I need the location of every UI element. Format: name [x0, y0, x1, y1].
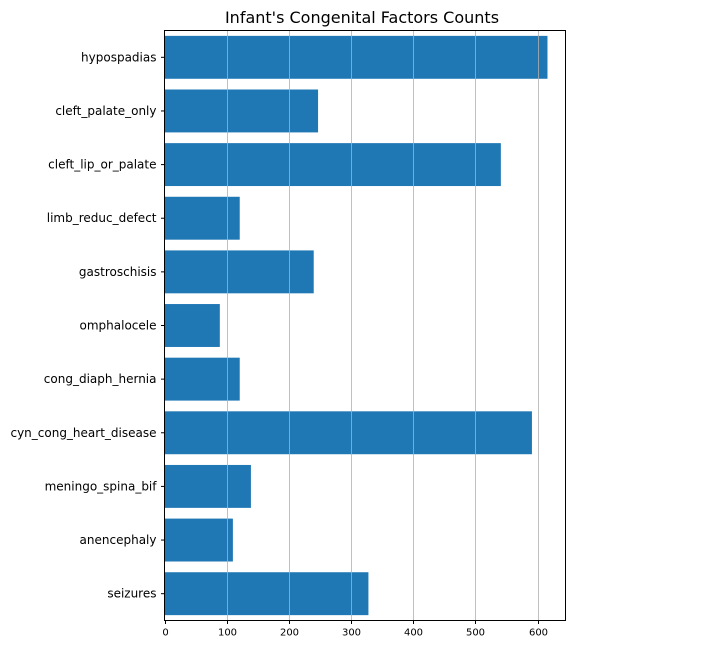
y-tick-label: anencephaly: [80, 533, 157, 547]
bar-limb_reduc_defect: [164, 196, 240, 240]
y-tick-label: omphalocele: [80, 319, 157, 333]
bar-anencephaly: [164, 518, 233, 562]
y-tick-label: cleft_palate_only: [55, 104, 156, 118]
bar-seizures: [164, 572, 369, 616]
x-tick-label: 400: [404, 628, 423, 639]
y-tick-label: cong_diaph_hernia: [44, 372, 157, 386]
x-tick-label: 600: [529, 628, 548, 639]
x-tick-label: 500: [466, 628, 485, 639]
bar-cong_diaph_hernia: [164, 357, 240, 401]
y-tick-label: limb_reduc_defect: [47, 211, 157, 225]
bar-meningo_spina_bif: [164, 464, 251, 508]
bar-hypospadias: [164, 35, 548, 79]
y-tick-label: meningo_spina_bif: [45, 479, 158, 493]
bar-cleft_lip_or_palate: [164, 143, 501, 187]
x-tick-label: 300: [342, 628, 361, 639]
x-ticks: 0 100 200 300 400 500 600: [162, 620, 548, 639]
x-tick-label: 100: [218, 628, 237, 639]
x-tick-label: 200: [280, 628, 299, 639]
y-tick-label: seizures: [107, 587, 156, 601]
plot-frame: [164, 30, 566, 621]
y-tick-label: cyn_cong_heart_disease: [10, 426, 156, 440]
bar-cyn_cong_heart_disease: [164, 411, 532, 455]
gridlines: [227, 30, 539, 621]
chart-title: Infant's Congenital Factors Counts: [225, 8, 499, 27]
bar-cleft_palate_only: [164, 89, 319, 133]
bar-omphalocele: [164, 304, 220, 347]
bar-gastroschisis: [164, 250, 314, 294]
y-tick-label: gastroschisis: [79, 265, 157, 279]
x-tick-label: 0: [162, 628, 168, 639]
y-tick-label: cleft_lip_or_palate: [48, 158, 156, 172]
y-tick-labels: hypospadias cleft_palate_only cleft_lip_or…: [10, 50, 165, 601]
bars: [164, 35, 548, 616]
y-tick-label: hypospadias: [81, 50, 156, 64]
